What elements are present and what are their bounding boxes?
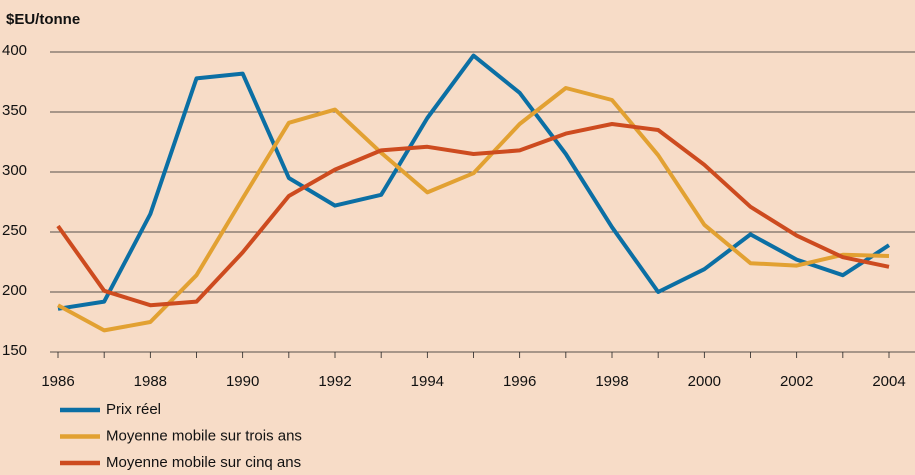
- legend-label: Moyenne mobile sur trois ans: [106, 427, 302, 444]
- x-tick-label: 1988: [134, 373, 167, 390]
- x-tick-label: 2000: [688, 373, 721, 390]
- x-tick-label: 1996: [503, 373, 536, 390]
- y-axis-label: $EU/tonne: [6, 11, 80, 28]
- y-tick-label: 300: [2, 162, 27, 179]
- line-series: [57, 53, 891, 311]
- legend-label: Prix réel: [106, 401, 161, 418]
- line-series: [56, 122, 890, 308]
- y-tick-label: 200: [2, 282, 27, 299]
- legend-label: Moyenne mobile sur cinq ans: [106, 454, 301, 471]
- x-tick-label: 1994: [411, 373, 444, 390]
- x-tick-label: 1992: [318, 373, 351, 390]
- y-tick-label: 150: [2, 342, 27, 359]
- x-tick-label: 2004: [872, 373, 905, 390]
- y-tick-label: 400: [2, 42, 27, 59]
- y-tick-label: 250: [2, 222, 27, 239]
- x-tick-label: 2002: [780, 373, 813, 390]
- x-tick-label: 1990: [226, 373, 259, 390]
- x-tick-label: 1986: [41, 373, 74, 390]
- x-tick-label: 1998: [595, 373, 628, 390]
- line-series: [57, 86, 890, 333]
- y-tick-label: 350: [2, 102, 27, 119]
